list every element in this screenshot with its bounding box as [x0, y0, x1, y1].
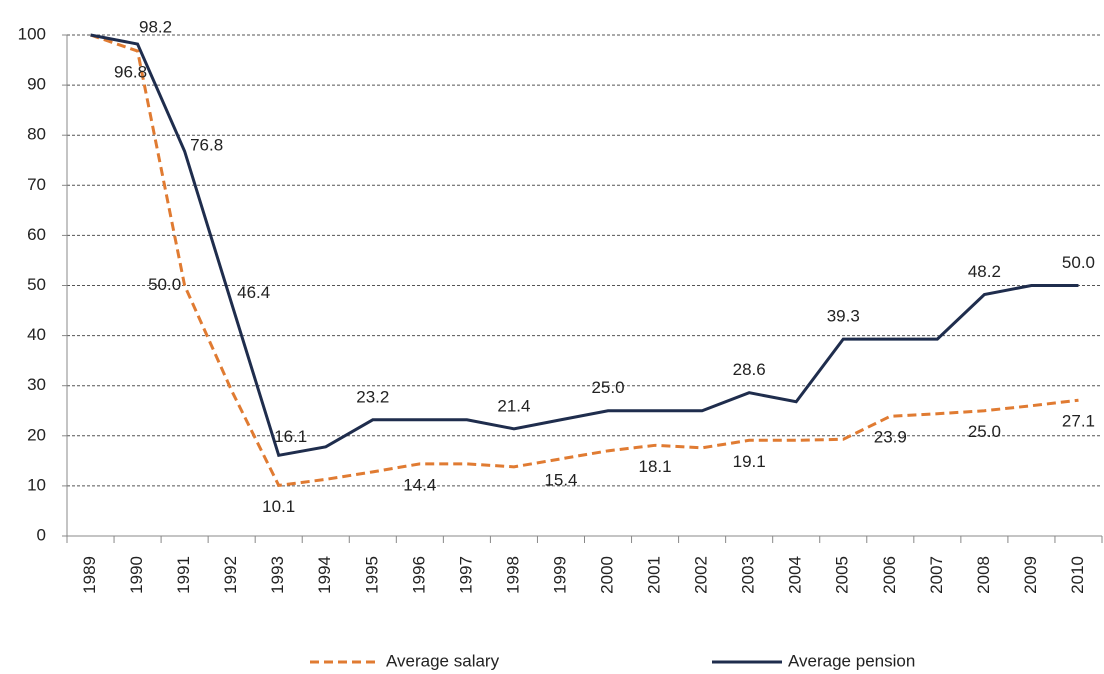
data-label: 21.4: [497, 396, 530, 415]
data-label: 76.8: [190, 136, 223, 155]
x-tick-label: 1992: [221, 556, 240, 594]
x-tick-label: 2010: [1068, 556, 1087, 594]
y-tick-label: 50: [27, 275, 46, 294]
legend-label: Average pension: [788, 651, 915, 670]
x-tick-label: 1989: [80, 556, 99, 594]
y-tick-label: 80: [27, 125, 46, 144]
data-label: 16.1: [274, 427, 307, 446]
x-tick-label: 2002: [692, 556, 711, 594]
y-tick-label: 70: [27, 175, 46, 194]
x-tick-label: 1991: [174, 556, 193, 594]
x-tick-label: 2006: [880, 556, 899, 594]
legend-label: Average salary: [386, 651, 500, 670]
x-tick-label: 2000: [598, 556, 617, 594]
data-label: 39.3: [827, 307, 860, 326]
series-line: [90, 33, 1079, 488]
x-tick-label: 2007: [927, 556, 946, 594]
data-label: 25.0: [591, 378, 624, 397]
x-tick-label: 1999: [550, 556, 569, 594]
data-label: 50.0: [148, 275, 181, 294]
y-tick-label: 30: [27, 375, 46, 394]
data-label: 46.4: [237, 283, 270, 302]
data-label: 27.1: [1062, 412, 1095, 431]
x-tick-label: 2004: [786, 556, 805, 594]
data-label: 98.2: [139, 18, 172, 37]
series-line: [90, 33, 1079, 458]
data-label: 10.1: [262, 497, 295, 516]
data-label: 15.4: [544, 470, 577, 489]
data-label: 23.9: [874, 428, 907, 447]
x-tick-label: 2005: [833, 556, 852, 594]
data-label: 96.8: [114, 63, 147, 82]
x-tick-label: 2008: [974, 556, 993, 594]
data-label: 48.2: [968, 262, 1001, 281]
x-tick-label: 2001: [645, 556, 664, 594]
y-tick-label: 10: [27, 475, 46, 494]
y-tick-label: 40: [27, 325, 46, 344]
x-tick-label: 2009: [1021, 556, 1040, 594]
data-label: 50.0: [1062, 253, 1095, 272]
y-tick-label: 60: [27, 225, 46, 244]
y-tick-label: 100: [18, 24, 46, 43]
data-label: 18.1: [639, 457, 672, 476]
x-tick-label: 1997: [456, 556, 475, 594]
x-tick-label: 1990: [127, 556, 146, 594]
y-tick-label: 90: [27, 75, 46, 94]
y-tick-label: 20: [27, 425, 46, 444]
data-label: 19.1: [733, 452, 766, 471]
y-tick-label: 0: [37, 525, 46, 544]
data-label: 14.4: [403, 475, 436, 494]
x-tick-label: 2003: [739, 556, 758, 594]
x-tick-label: 1995: [362, 556, 381, 594]
x-tick-label: 1996: [409, 556, 428, 594]
x-tick-label: 1994: [315, 556, 334, 594]
data-label: 25.0: [968, 422, 1001, 441]
x-tick-label: 1998: [503, 556, 522, 594]
data-label: 28.6: [733, 360, 766, 379]
x-tick-label: 1993: [268, 556, 287, 594]
data-label: 23.2: [356, 387, 389, 406]
